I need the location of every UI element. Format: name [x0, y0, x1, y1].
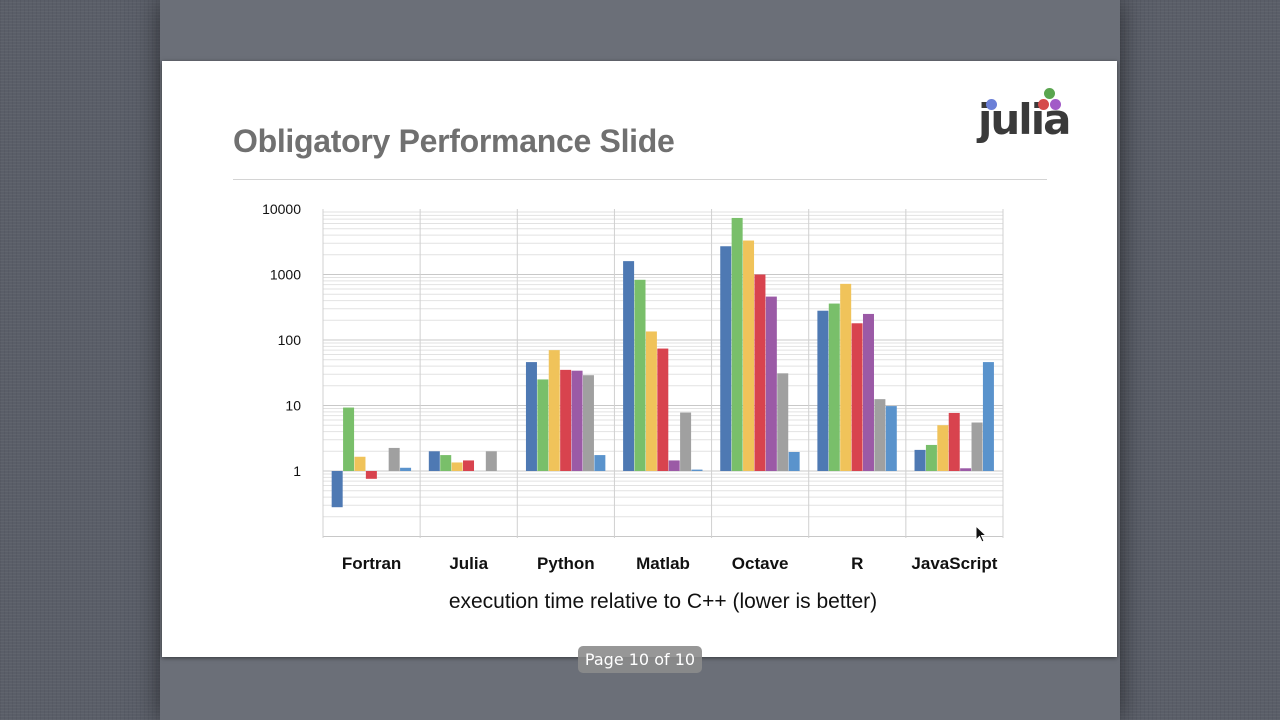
bar-python-2 — [537, 379, 549, 471]
bar-fortran-2 — [343, 407, 355, 471]
bar-javascript-6 — [971, 422, 983, 471]
bar-matlab-6 — [680, 412, 692, 471]
bar-fortran-4 — [365, 471, 377, 479]
bar-javascript-1 — [914, 449, 926, 471]
julia-logo: julia — [974, 87, 1074, 157]
logo-dot-blue — [986, 99, 997, 110]
bar-javascript-3 — [937, 425, 949, 471]
bar-r-6 — [874, 399, 886, 471]
bar-julia-2 — [440, 455, 452, 471]
bar-octave-6 — [777, 373, 789, 471]
x-tick-label: JavaScript — [911, 554, 997, 573]
x-tick-label: Octave — [732, 554, 789, 573]
bar-r-5 — [862, 313, 874, 471]
bar-python-5 — [571, 370, 583, 471]
logo-dot-purple — [1050, 99, 1061, 110]
bar-r-7 — [885, 406, 897, 471]
bar-matlab-1 — [623, 261, 635, 471]
bar-fortran-3 — [354, 456, 366, 471]
slide-title: Obligatory Performance Slide — [233, 123, 675, 159]
bar-python-4 — [560, 369, 572, 471]
bar-python-7 — [594, 455, 606, 471]
x-tick-label: Matlab — [636, 554, 690, 573]
y-tick-label: 10000 — [262, 201, 301, 217]
bar-octave-3 — [743, 240, 755, 471]
logo-dot-red — [1038, 99, 1049, 110]
bar-python-6 — [582, 375, 594, 471]
x-axis-label: execution time relative to C++ (lower is… — [449, 590, 877, 613]
bar-matlab-3 — [645, 331, 657, 471]
bar-matlab-5 — [668, 460, 680, 471]
bar-octave-2 — [731, 217, 743, 471]
x-tick-label: R — [851, 554, 863, 573]
bar-julia-4 — [463, 460, 475, 471]
page-indicator: Page 10 of 10 — [578, 646, 702, 673]
x-tick-label: Python — [537, 554, 595, 573]
bar-r-2 — [828, 303, 840, 471]
bar-r-4 — [851, 323, 863, 471]
bar-octave-5 — [765, 296, 777, 471]
bar-python-3 — [548, 350, 560, 471]
bar-fortran-1 — [331, 471, 343, 508]
title-divider — [233, 179, 1047, 180]
bar-r-1 — [817, 310, 829, 471]
bar-octave-1 — [720, 246, 732, 471]
bar-javascript-4 — [948, 412, 960, 471]
bar-python-1 — [525, 362, 537, 471]
bar-julia-3 — [451, 462, 463, 471]
mouse-pointer-icon — [975, 525, 988, 543]
bar-fortran-7 — [400, 467, 412, 471]
bar-javascript-2 — [925, 444, 937, 471]
bar-octave-7 — [788, 452, 800, 471]
bar-matlab-4 — [657, 348, 669, 471]
y-tick-label: 10 — [285, 398, 301, 414]
y-tick-label: 100 — [278, 332, 302, 348]
bar-javascript-5 — [960, 468, 972, 471]
bar-julia-6 — [485, 451, 497, 471]
x-tick-label: Fortran — [342, 554, 402, 573]
logo-dot-green — [1044, 88, 1055, 99]
y-tick-label: 1000 — [270, 267, 301, 283]
bar-julia-1 — [428, 451, 440, 471]
bar-octave-4 — [754, 274, 766, 471]
x-tick-label: Julia — [449, 554, 488, 573]
bar-javascript-7 — [982, 362, 994, 471]
bar-r-3 — [840, 283, 852, 471]
bar-matlab-2 — [634, 279, 646, 471]
y-tick-label: 1 — [293, 463, 301, 479]
bar-fortran-6 — [388, 447, 400, 471]
bar-matlab-7 — [691, 469, 703, 471]
